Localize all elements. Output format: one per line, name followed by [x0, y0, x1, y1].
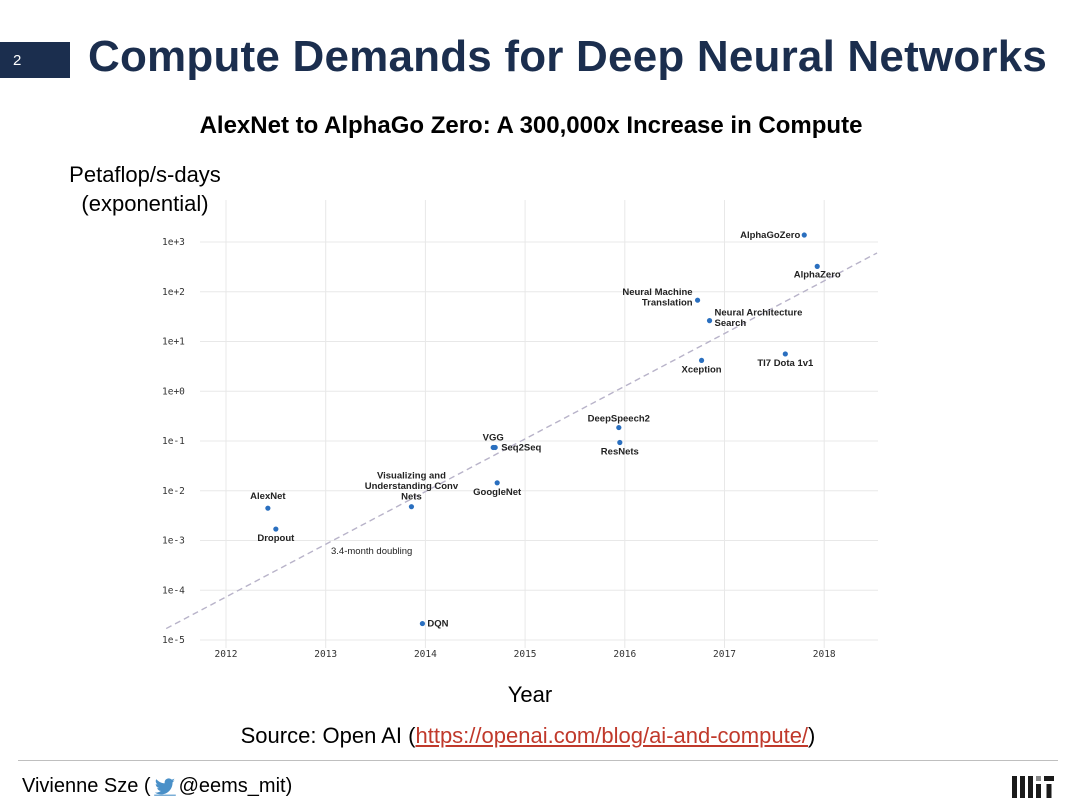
data-label: Seq2Seq — [501, 442, 541, 453]
slide-number: 2 — [0, 42, 70, 78]
trend-line — [165, 252, 878, 630]
x-tick-label: 2018 — [813, 649, 836, 660]
data-point — [801, 232, 807, 238]
x-tick-label: 2017 — [713, 649, 736, 660]
data-label: Translation — [642, 297, 693, 308]
y-tick-label: 1e-5 — [162, 635, 185, 646]
data-label: VGG — [483, 432, 504, 443]
y-axis-label-line1: Petaflop/s-days — [69, 162, 221, 187]
data-point — [782, 351, 788, 357]
data-label: Search — [715, 318, 747, 329]
slide-title: Compute Demands for Deep Neural Networks — [88, 32, 1048, 81]
mit-logo-icon — [1012, 776, 1054, 798]
data-point — [273, 526, 279, 532]
footer-divider — [18, 760, 1058, 761]
data-label: Visualizing and — [377, 471, 446, 482]
data-point — [265, 505, 271, 511]
twitter-bird-icon — [153, 777, 176, 796]
y-tick-label: 1e-3 — [162, 536, 185, 547]
data-label: AlphaGoZero — [740, 230, 800, 241]
chart-title: AlexNet to AlphaGo Zero: A 300,000x Incr… — [199, 112, 863, 139]
data-label: DeepSpeech2 — [588, 414, 650, 425]
data-label: DQN — [427, 619, 448, 630]
data-label: Understanding Conv — [365, 481, 459, 492]
x-tick-label: 2014 — [414, 649, 437, 660]
y-axis-label-line2: (exponential) — [81, 191, 209, 216]
trend-label: 3.4-month doubling — [331, 546, 412, 557]
data-point — [706, 318, 713, 324]
data-point — [698, 357, 705, 364]
data-label: Dropout — [257, 533, 295, 544]
data-point — [814, 263, 820, 269]
x-tick-label: 2015 — [514, 649, 537, 660]
data-label: Neural Architecture — [715, 307, 803, 318]
x-tick-label: 2012 — [215, 649, 238, 660]
data-point — [494, 480, 500, 486]
data-label: GoogleNet — [473, 487, 522, 498]
y-tick-label: 1e+2 — [162, 287, 185, 298]
data-label: Nets — [401, 492, 422, 503]
source-citation: Source: Open AI (https://openai.com/blog… — [0, 723, 1056, 749]
source-prefix: Source: Open AI ( — [240, 723, 416, 748]
footer-handle: @eems_mit) — [178, 775, 293, 797]
data-label: AlexNet — [250, 491, 286, 502]
y-tick-label: 1e-2 — [162, 486, 185, 497]
footer-author: Vivienne Sze ( — [22, 775, 151, 797]
y-tick-label: 1e+1 — [162, 337, 185, 348]
x-tick-label: 2013 — [314, 649, 337, 660]
data-label: TI7 Dota 1v1 — [757, 358, 814, 369]
y-tick-label: 1e-1 — [162, 436, 185, 447]
source-link[interactable]: https://openai.com/blog/ai-and-compute/ — [415, 723, 809, 748]
y-tick-label: 1e-4 — [162, 585, 185, 596]
data-label: Neural Machine — [622, 287, 692, 298]
x-axis-label: Year — [507, 682, 553, 707]
x-tick-label: 2016 — [613, 649, 636, 660]
data-point — [408, 504, 415, 510]
data-label: AlphaZero — [794, 269, 841, 280]
y-tick-label: 1e+3 — [162, 237, 185, 248]
data-label: ResNets — [601, 446, 639, 457]
data-point — [419, 620, 426, 627]
data-point — [492, 444, 498, 451]
footer-credit: Vivienne Sze ( @eems_mit) — [22, 775, 292, 798]
y-tick-label: 1e+0 — [162, 386, 185, 397]
data-point — [617, 439, 623, 446]
source-suffix: ) — [808, 723, 816, 748]
data-point — [694, 297, 701, 303]
data-label: Xception — [682, 364, 722, 375]
data-point — [616, 424, 622, 431]
y-axis-label: Petaflop/s-days (exponential) — [40, 160, 250, 218]
